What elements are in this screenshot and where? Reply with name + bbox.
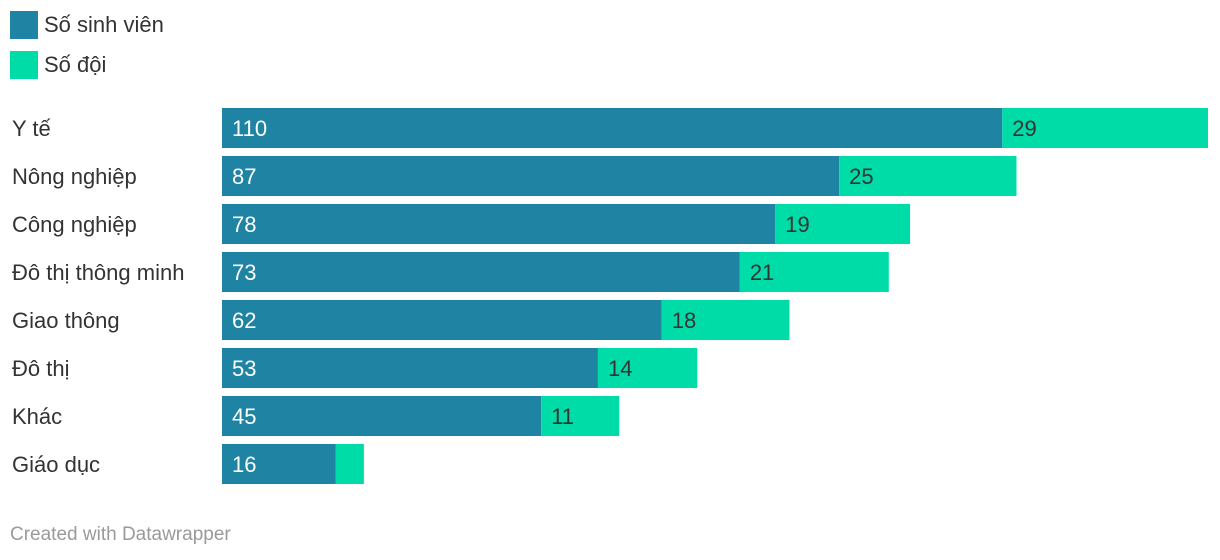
bar-segment — [222, 156, 840, 196]
category-label: Công nghiệp — [12, 212, 137, 237]
footer-credit[interactable]: Created with Datawrapper — [10, 524, 231, 545]
bar-segment — [222, 396, 542, 436]
value-label: 53 — [232, 356, 256, 381]
bar-segment — [222, 300, 662, 340]
bar-segment — [222, 108, 1003, 148]
category-label: Đô thị — [12, 356, 69, 381]
legend-swatch-students — [10, 11, 38, 39]
value-label: 87 — [232, 164, 256, 189]
bar-segment — [739, 252, 889, 292]
legend-label-students: Số sinh viên — [44, 12, 164, 37]
value-label: 21 — [750, 260, 774, 285]
value-label: 11 — [551, 404, 574, 429]
value-label: 73 — [232, 260, 256, 285]
value-label: 110 — [232, 116, 267, 141]
value-label: 14 — [608, 356, 632, 381]
bar-segment — [775, 204, 911, 244]
legend-item-students: Số sinh viên — [10, 10, 164, 40]
bar-segment — [335, 444, 364, 484]
value-label: 16 — [232, 452, 256, 477]
bar-segment — [222, 348, 598, 388]
bar-segment — [1002, 108, 1208, 148]
legend-label-teams: Số đội — [44, 52, 107, 77]
category-label: Khác — [12, 404, 62, 429]
bar-segment — [541, 396, 620, 436]
value-label: 62 — [232, 308, 256, 333]
bar-segment — [222, 204, 776, 244]
value-label: 18 — [672, 308, 696, 333]
legend-swatch-teams — [10, 51, 38, 79]
legend-item-teams: Số đội — [10, 50, 164, 80]
category-label: Đô thị thông minh — [12, 260, 184, 285]
value-label: 78 — [232, 212, 256, 237]
value-label: 29 — [1012, 116, 1036, 141]
bar-segment — [222, 252, 740, 292]
bar-segment — [222, 444, 336, 484]
value-label: 45 — [232, 404, 256, 429]
category-label: Giáo dục — [12, 452, 100, 477]
value-label: 19 — [785, 212, 809, 237]
stacked-bar-chart: Y tế 110 29 Nông nghiệp 87 25 Công nghiệp 78 19 Đ… — [12, 108, 1208, 484]
bar-segment — [661, 300, 790, 340]
bar-segment — [597, 348, 698, 388]
category-label: Giao thông — [12, 308, 120, 333]
category-label: Nông nghiệp — [12, 164, 137, 189]
bar-segment — [839, 156, 1017, 196]
value-label: 25 — [849, 164, 873, 189]
category-label: Y tế — [12, 116, 51, 141]
legend: Số sinh viên Số đội — [10, 10, 164, 90]
